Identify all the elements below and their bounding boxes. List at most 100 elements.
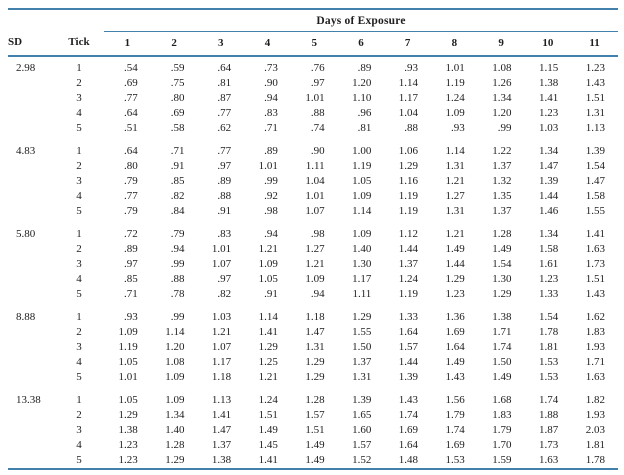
data-cell: .80 [170, 91, 185, 104]
data-cell: 1.29 [305, 355, 325, 368]
data-cell: 1.40 [352, 242, 372, 255]
data-cell: 1.78 [538, 325, 559, 338]
table-row: 4 1.05 1.08 1.17 1.25 1.29 1.37 1.44 1.49 1.50 1.5… [8, 355, 618, 370]
data-cell: 1.21 [305, 257, 325, 270]
tick-value: 4 [76, 189, 82, 202]
table-row: 3 .79 .85 .89 .99 1.04 1.05 1.16 1.21 1.32 1.39 1.4… [8, 174, 618, 189]
data-cell: .62 [217, 121, 232, 134]
data-cell: .64 [217, 61, 232, 74]
data-cell: .96 [357, 106, 372, 119]
data-cell: 1.01 [211, 242, 232, 255]
data-cell: 1.69 [445, 438, 465, 451]
data-cell: .54 [123, 61, 138, 74]
data-cell: 1.87 [538, 423, 559, 436]
sd-value [8, 370, 54, 385]
column-header-day-9: 9 [477, 31, 525, 57]
tick-value: 4 [76, 355, 82, 368]
data-cell: 1.41 [258, 325, 278, 338]
table-row: 4 .85 .88 .97 1.05 1.09 1.17 1.24 1.29 1.30 1.23 1.… [8, 272, 618, 287]
data-cell: 1.09 [165, 393, 185, 406]
tick-value: 2 [76, 242, 82, 255]
data-cell: 1.23 [538, 106, 559, 119]
sd-value: 5.80 [16, 227, 36, 240]
tick-value: 2 [76, 159, 82, 172]
data-cell: 1.49 [445, 355, 465, 368]
data-cell: .91 [264, 287, 278, 300]
data-cell: 1.24 [445, 91, 465, 104]
tick-value: 3 [76, 340, 82, 353]
data-cell: 1.01 [305, 189, 325, 202]
data-cell: 1.73 [585, 257, 605, 270]
data-cell: .99 [497, 121, 512, 134]
data-cell: 1.17 [211, 355, 232, 368]
data-cell: 1.69 [398, 423, 419, 436]
data-cell: 1.05 [118, 355, 138, 368]
data-cell: 1.74 [398, 408, 419, 421]
data-cell: .51 [123, 121, 138, 134]
data-cell: 1.31 [305, 340, 325, 353]
column-header-day-4: 4 [244, 31, 291, 57]
tick-value: 1 [76, 227, 82, 240]
data-cell: 1.38 [118, 423, 138, 436]
data-cell: 1.13 [211, 393, 232, 406]
data-cell: 1.29 [352, 310, 372, 323]
data-cell: 1.04 [398, 106, 419, 119]
data-cell: 1.71 [492, 325, 512, 338]
data-cell: 1.43 [585, 76, 605, 89]
data-cell: .85 [123, 272, 138, 285]
table-row: 2 1.29 1.34 1.41 1.51 1.57 1.65 1.74 1.79 1.83 1.8… [8, 408, 618, 423]
data-cell: 1.04 [305, 174, 325, 187]
data-cell: 1.23 [118, 453, 138, 466]
data-cell: 1.19 [118, 340, 138, 353]
data-cell: .87 [217, 91, 232, 104]
data-cell: .59 [170, 61, 185, 74]
sd-value: 13.38 [16, 393, 41, 406]
data-cell: 1.20 [352, 76, 372, 89]
data-cell: .94 [170, 242, 185, 255]
data-cell: 1.79 [492, 423, 512, 436]
data-cell: 1.19 [352, 159, 372, 172]
data-cell: 1.07 [211, 257, 232, 270]
data-cell: 1.55 [352, 325, 372, 338]
data-cell: .88 [217, 189, 232, 202]
data-cell: 1.05 [258, 272, 278, 285]
data-cell: 1.25 [258, 355, 278, 368]
sd-value [8, 204, 54, 219]
data-cell: 1.17 [398, 91, 419, 104]
data-cell: 1.57 [305, 408, 325, 421]
data-cell: 1.05 [118, 393, 138, 406]
tick-value: 2 [76, 76, 82, 89]
tick-value: 3 [76, 91, 82, 104]
table-row: 13.38 1 1.05 1.09 1.13 1.24 1.28 1.39 1.43 1.56 1.… [8, 385, 618, 408]
table-row: 8.88 1 .93 .99 1.03 1.14 1.18 1.29 1.33 1.36 1.38 1… [8, 302, 618, 325]
data-cell: .83 [264, 106, 278, 119]
data-cell: 1.46 [538, 204, 559, 217]
data-cell: 1.13 [585, 121, 605, 134]
data-cell: .71 [170, 144, 185, 157]
data-cell: 1.49 [492, 370, 512, 383]
data-cell: .88 [404, 121, 419, 134]
table-row: 2 1.09 1.14 1.21 1.41 1.47 1.55 1.64 1.69 1.71 1.7… [8, 325, 618, 340]
data-cell: .73 [264, 61, 278, 74]
data-cell: 1.24 [258, 393, 278, 406]
sd-value: 2.98 [16, 61, 36, 74]
data-cell: 1.38 [538, 76, 559, 89]
data-cell: 1.64 [398, 438, 419, 451]
data-cell: 1.00 [352, 144, 372, 157]
data-cell: 1.19 [398, 204, 419, 217]
column-header-tick: Tick [54, 31, 104, 57]
data-cell: .77 [217, 144, 232, 157]
data-cell: 1.40 [165, 423, 185, 436]
data-cell: 1.21 [445, 174, 465, 187]
data-cell: 1.82 [585, 393, 605, 406]
data-cell: .69 [170, 106, 185, 119]
data-cell: 1.49 [445, 242, 465, 255]
data-cell: 1.53 [445, 453, 465, 466]
spanner-header: Days of Exposure [104, 9, 618, 32]
table-row: 4.83 1 .64 .71 .77 .89 .90 1.00 1.06 1.14 1.22 1.34… [8, 136, 618, 159]
table-row: 2 .80 .91 .97 1.01 1.11 1.19 1.29 1.31 1.37 1.47 1.… [8, 159, 618, 174]
data-cell: 1.47 [211, 423, 232, 436]
data-cell: 1.47 [538, 159, 559, 172]
data-cell: .71 [123, 287, 138, 300]
sd-value [8, 355, 54, 370]
